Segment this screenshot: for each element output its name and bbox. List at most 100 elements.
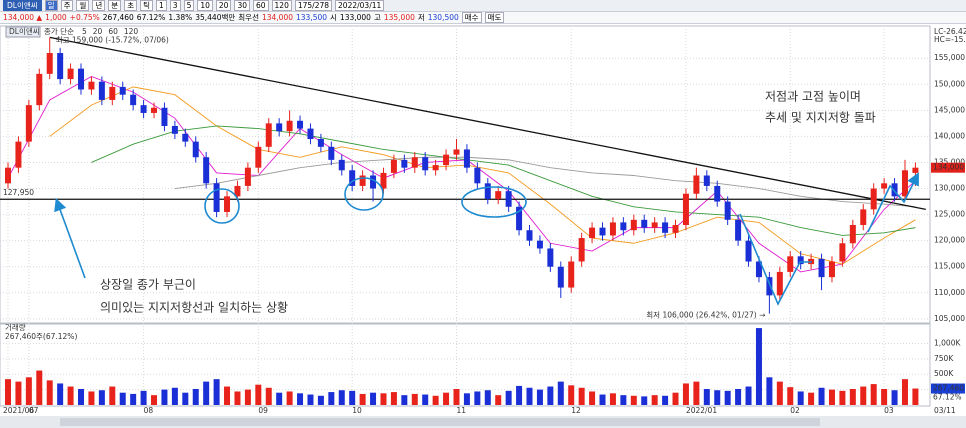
y-tick-label: 140,000	[934, 131, 965, 140]
toolbar-button[interactable]: 5	[183, 0, 195, 11]
high-label: 최고 159,000 (-15.72%, 07/06)	[56, 34, 169, 44]
toolbar-button[interactable]: 175/278	[294, 0, 333, 11]
volume-title: 거래량	[5, 323, 26, 332]
quote-field: 1.38%	[168, 13, 193, 22]
candle-body	[370, 175, 377, 189]
candle-body	[724, 201, 731, 220]
quote-field: 130,500	[427, 13, 459, 22]
x-tick-label: 12	[571, 406, 581, 415]
x-tick-label: 07	[29, 406, 39, 415]
candle-body	[338, 159, 345, 171]
toolbar-button[interactable]: 월	[76, 0, 90, 11]
volume-bar	[78, 389, 85, 405]
candle-body	[317, 139, 324, 147]
candle-body	[307, 128, 314, 140]
candle-body	[860, 209, 867, 226]
candle-body	[755, 261, 762, 278]
scroll-thumb[interactable]	[60, 418, 820, 426]
volume-bar	[161, 389, 168, 405]
toolbar-button[interactable]: 주	[60, 0, 74, 11]
volume-bar	[651, 395, 658, 405]
candle-body	[682, 193, 689, 226]
candle-body	[25, 105, 32, 142]
y-tick-label: 145,000	[934, 105, 965, 114]
toolbar-button[interactable]: 30	[234, 0, 250, 11]
toolbar-button[interactable]: 틱	[140, 0, 153, 11]
candle-body	[589, 227, 596, 239]
volume-bar	[390, 392, 397, 405]
quote-field: 시	[330, 13, 337, 22]
candle-body	[36, 73, 43, 106]
volume-bar	[860, 386, 867, 405]
volume-bar	[620, 395, 627, 405]
candle-body	[901, 170, 908, 197]
candle-body	[484, 183, 491, 199]
candle-body	[630, 219, 637, 231]
y-tick-label: 120,000	[934, 236, 965, 245]
candle-body	[870, 188, 877, 210]
volume-bar	[901, 379, 908, 405]
candle-body	[526, 230, 533, 241]
y-tick-label: 500K	[934, 369, 954, 378]
y-tick-label: 130,000	[934, 184, 965, 193]
volume-bar	[516, 385, 523, 405]
volume-bar	[672, 392, 679, 405]
toolbar-button[interactable]: 1	[156, 0, 167, 11]
order-button[interactable]: 매도	[484, 12, 505, 23]
candle-body	[443, 154, 450, 166]
candle-body	[881, 183, 888, 189]
volume-bar	[682, 383, 689, 405]
candle-body	[495, 191, 502, 199]
quote-field: 1,000	[45, 13, 67, 22]
toolbar-button[interactable]: 분	[108, 0, 122, 11]
candle-body	[380, 172, 387, 189]
volume-bar	[46, 380, 53, 405]
zigzag	[739, 213, 812, 306]
candle-body	[57, 53, 64, 80]
moving-average	[91, 125, 916, 236]
candle-body	[349, 170, 356, 186]
candle-body	[714, 185, 721, 202]
support-label: 127,950	[3, 188, 34, 197]
volume-bar	[411, 393, 418, 405]
toolbar-button[interactable]: 120	[271, 0, 292, 11]
annotation: 상장일 종가 부근이	[100, 278, 196, 292]
toolbar-button[interactable]: 년	[92, 0, 106, 11]
volume-bar	[297, 393, 304, 405]
y-tick-label: 150,000	[934, 79, 965, 88]
volume-bar	[557, 381, 564, 405]
last-volume-box	[931, 383, 965, 394]
trendline	[49, 36, 926, 211]
quote-row: 134,000 ▲ 1,000 +0.75% 267,460 67.12% 1.38% 35…	[0, 12, 966, 24]
toolbar-button[interactable]: 10	[197, 0, 213, 11]
toolbar-button[interactable]: DL이앤씨	[3, 0, 42, 11]
order-button[interactable]: 매수	[461, 12, 482, 23]
end-date: 03/11	[934, 406, 956, 415]
volume-bar	[839, 390, 846, 405]
circle	[461, 186, 527, 218]
candle-body	[766, 277, 773, 296]
y-tick-label: 125,000	[934, 210, 965, 219]
candle-body	[578, 238, 585, 262]
volume-bar	[140, 390, 147, 405]
quote-field: +0.75%	[69, 13, 100, 22]
circle	[344, 177, 384, 211]
candle-body	[557, 266, 564, 288]
volume-bar	[182, 392, 189, 405]
toolbar-button[interactable]: 일	[44, 0, 58, 11]
toolbar-button[interactable]: 초	[124, 0, 138, 11]
volume-bar	[724, 390, 731, 405]
toolbar-button[interactable]: 20	[215, 0, 232, 11]
candle-body	[98, 81, 105, 100]
volume-bar	[776, 381, 783, 405]
candle-body	[5, 167, 11, 184]
last-volume: 267,460	[933, 384, 964, 393]
toolbar-button[interactable]: 2022/03/11	[335, 0, 385, 11]
toolbar-button[interactable]: 3	[169, 0, 181, 11]
candle-body	[390, 159, 397, 173]
toolbar-button[interactable]: 60	[252, 0, 269, 11]
volume-bar	[244, 389, 251, 405]
volume-bar	[36, 370, 43, 405]
volume-bar	[349, 390, 356, 405]
